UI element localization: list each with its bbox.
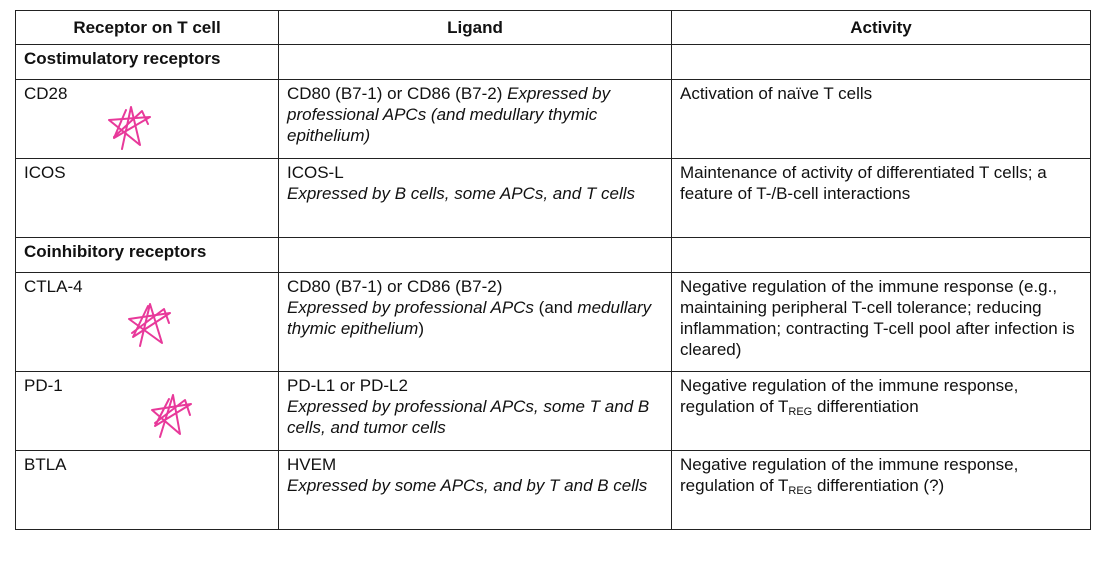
header-activity: Activity xyxy=(671,10,1091,45)
activity-text-tail: differentiation xyxy=(812,397,919,416)
ligand-expression: Expressed by professional APCs xyxy=(287,298,534,317)
activity-cell: Activation of naïve T cells xyxy=(671,79,1091,159)
receptor-cell: BTLA xyxy=(15,450,279,530)
header-row: Receptor on T cell Ligand Activity xyxy=(15,10,1091,45)
ligand-name: ICOS-L xyxy=(287,163,344,182)
section-label-coinhibitory: Coinhibitory receptors xyxy=(15,237,279,273)
table-row: ICOS ICOS-L Expressed by B cells, some A… xyxy=(15,158,1091,238)
activity-text: Negative regulation of the immune respon… xyxy=(680,376,1019,416)
table-row: PD-1 PD-L1 or PD-L2 Expressed by profess… xyxy=(15,371,1091,451)
activity-cell: Negative regulation of the immune respon… xyxy=(671,272,1091,372)
receptor-cell: CTLA-4 xyxy=(15,272,279,372)
empty-cell xyxy=(278,44,672,80)
ligand-expression: medullary thymic epithelium xyxy=(287,298,652,338)
ligand-cell: HVEM Expressed by some APCs, and by T an… xyxy=(278,450,672,530)
ligand-plain-text: (and xyxy=(533,298,578,317)
ligand-cell: ICOS-L Expressed by B cells, some APCs, … xyxy=(278,158,672,238)
receptor-name: CTLA-4 xyxy=(24,277,83,296)
ligand-cell: CD80 (B7-1) or CD86 (B7-2) Expressed by … xyxy=(278,272,672,372)
receptor-cell: ICOS xyxy=(15,158,279,238)
table-row: BTLA HVEM Expressed by some APCs, and by… xyxy=(15,450,1091,530)
receptor-cell: PD-1 xyxy=(15,371,279,451)
activity-cell: Negative regulation of the immune respon… xyxy=(671,371,1091,451)
activity-text: Negative regulation of the immune respon… xyxy=(680,277,1075,359)
ligand-expression: Expressed by some APCs, and by T and B c… xyxy=(287,476,648,495)
activity-text-tail: differentiation (?) xyxy=(812,476,945,495)
receptor-name: PD-1 xyxy=(24,376,63,395)
table-row: CD28 CD80 (B7-1) or CD86 (B7-2) Expresse… xyxy=(15,79,1091,159)
ligand-expression: Expressed by professional APCs, some T a… xyxy=(287,397,650,437)
section-row-costimulatory: Costimulatory receptors xyxy=(15,44,1091,80)
receptor-name: CD28 xyxy=(24,84,68,103)
ligand-plain-text: ) xyxy=(418,319,424,338)
activity-text: Maintenance of activity of differentiate… xyxy=(680,163,1047,203)
section-row-coinhibitory: Coinhibitory receptors xyxy=(15,237,1091,273)
ligand-name: PD-L1 or PD-L2 xyxy=(287,376,408,395)
ligand-cell: PD-L1 or PD-L2 Expressed by professional… xyxy=(278,371,672,451)
receptor-cell: CD28 xyxy=(15,79,279,159)
hand-drawn-star-icon xyxy=(108,106,151,150)
activity-cell: Negative regulation of the immune respon… xyxy=(671,450,1091,530)
ligand-expression: Expressed by professional APCs (and medu… xyxy=(287,84,611,145)
header-ligand: Ligand xyxy=(278,10,672,45)
treg-subscript: REG xyxy=(788,406,813,418)
treg-subscript: REG xyxy=(788,485,813,497)
ligand-name: HVEM xyxy=(287,455,337,474)
activity-text: Negative regulation of the immune respon… xyxy=(680,455,1019,495)
receptor-name: BTLA xyxy=(24,455,67,474)
empty-cell xyxy=(278,237,672,273)
hand-drawn-star-icon xyxy=(128,303,171,347)
empty-cell xyxy=(671,237,1091,273)
activity-cell: Maintenance of activity of differentiate… xyxy=(671,158,1091,238)
ligand-cell: CD80 (B7-1) or CD86 (B7-2) Expressed by … xyxy=(278,79,672,159)
empty-cell xyxy=(671,44,1091,80)
receptor-name: ICOS xyxy=(24,163,66,182)
ligand-expression: Expressed by B cells, some APCs, and T c… xyxy=(287,184,636,203)
hand-drawn-star-icon xyxy=(151,394,192,438)
ligand-name: CD80 (B7-1) or CD86 (B7-2) xyxy=(287,277,503,296)
header-receptor: Receptor on T cell xyxy=(15,10,279,45)
ligand-name: CD80 (B7-1) or CD86 (B7-2) xyxy=(287,84,508,103)
activity-text: Activation of naïve T cells xyxy=(680,84,873,103)
ligand-expression-block: Expressed by professional APCs (and medu… xyxy=(287,297,663,339)
table-row: CTLA-4 CD80 (B7-1) or CD86 (B7-2) Expres… xyxy=(15,272,1091,372)
section-label-costimulatory: Costimulatory receptors xyxy=(15,44,279,80)
receptor-ligand-table: Receptor on T cell Ligand Activity Costi… xyxy=(15,10,1091,530)
